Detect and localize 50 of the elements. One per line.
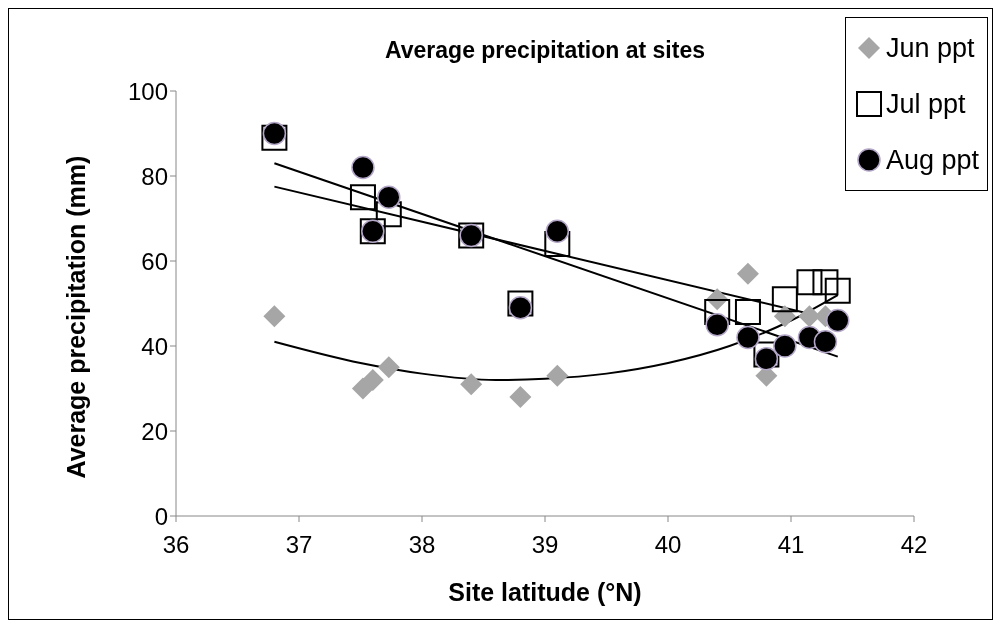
point: [704, 299, 731, 325]
point: [361, 369, 384, 391]
y-tick-label: 100: [127, 77, 168, 105]
x-tick-label: 38: [408, 531, 436, 559]
point: [773, 334, 797, 358]
point: [460, 373, 483, 396]
x-tick-label: 37: [285, 531, 313, 559]
point: [377, 185, 401, 209]
point: [754, 347, 779, 371]
point: [771, 286, 798, 313]
point: [262, 121, 287, 146]
x-tick-label: 42: [900, 531, 928, 559]
y-tick-label: 20: [141, 417, 168, 445]
legend-label: Jun ppt: [885, 32, 975, 64]
point: [812, 269, 839, 296]
point: [349, 184, 376, 211]
y-axis-title: Average precipitation (mm): [61, 155, 90, 479]
point: [753, 341, 780, 368]
x-tick-label: 39: [531, 531, 559, 559]
point: [705, 313, 729, 337]
point: [507, 290, 534, 317]
y-tick-label: 0: [154, 502, 168, 530]
x-tick-label: 40: [654, 531, 682, 559]
point: [773, 305, 796, 328]
point: [736, 325, 760, 350]
point: [546, 364, 569, 387]
point: [508, 296, 533, 320]
point: [375, 201, 402, 228]
y-tick-label: 60: [141, 247, 168, 275]
point: [813, 330, 838, 354]
point: [734, 299, 761, 325]
point: [261, 124, 288, 151]
point: [824, 277, 851, 304]
y-tick-label: 40: [141, 332, 168, 360]
point: [509, 386, 532, 408]
x-tick-label: 36: [162, 531, 190, 559]
legend-label: Aug ppt: [885, 144, 979, 176]
point: [263, 305, 286, 328]
point: [544, 231, 571, 257]
y-tick-label: 80: [141, 162, 168, 190]
legend-label: Jul ppt: [885, 88, 966, 120]
x-axis-title: Site latitude (°N): [448, 578, 642, 606]
chart-title: Average precipitation at sites: [385, 37, 705, 63]
point: [736, 262, 759, 285]
point: [377, 356, 400, 379]
point: [796, 269, 823, 296]
point: [545, 219, 570, 243]
point: [351, 155, 375, 180]
x-tick-label: 41: [777, 531, 805, 559]
point: [825, 308, 850, 333]
